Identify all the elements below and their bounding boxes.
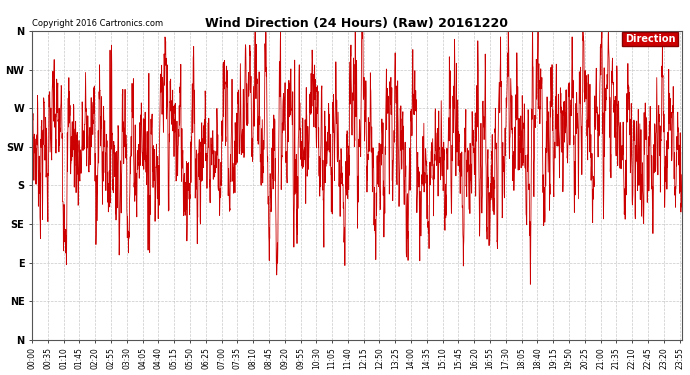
Text: Direction: Direction — [625, 34, 676, 44]
Title: Wind Direction (24 Hours) (Raw) 20161220: Wind Direction (24 Hours) (Raw) 20161220 — [206, 17, 509, 30]
Text: Copyright 2016 Cartronics.com: Copyright 2016 Cartronics.com — [32, 19, 164, 28]
